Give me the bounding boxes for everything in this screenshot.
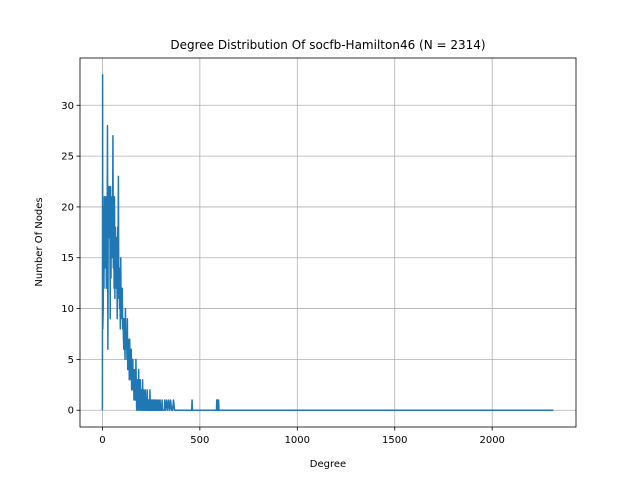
y-tick-label: 5 [68,355,74,366]
y-tick-label: 10 [61,304,74,315]
chart-title: Degree Distribution Of socfb-Hamilton46 … [170,38,485,52]
x-tick-label: 500 [190,435,209,446]
x-axis-label: Degree [310,459,346,470]
y-tick-label: 20 [61,202,74,213]
y-tick-label: 30 [61,101,74,112]
x-tick-label: 1000 [285,435,310,446]
plot-frame [79,57,577,428]
x-tick-label: 0 [99,435,105,446]
x-tick-label: 1500 [382,435,407,446]
x-tick-label: 2000 [479,435,504,446]
y-tick-label: 0 [68,406,74,417]
y-axis-label: Number Of Nodes [34,197,45,286]
axis-ticks: 0 500 1000 1500 2000 0 5 10 15 20 25 30 [61,101,505,446]
plot-data [101,74,554,411]
y-tick-label: 15 [61,253,74,264]
y-tick-label: 25 [61,152,74,163]
degree-series-line [101,74,554,411]
